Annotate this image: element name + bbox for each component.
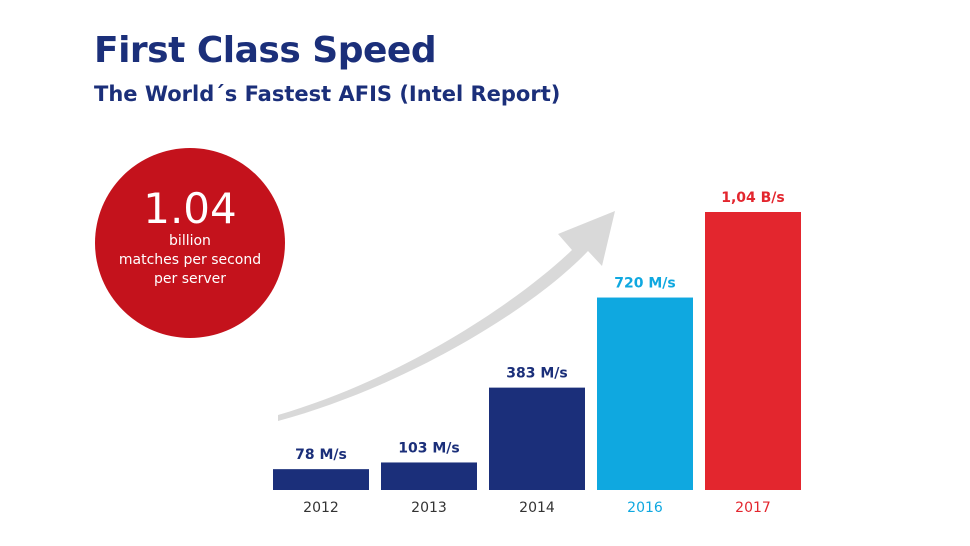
page-subtitle: The World´s Fastest AFIS (Intel Report) [94,82,561,106]
bar-2012 [273,469,369,490]
badge-line-2: matches per second [118,252,262,268]
value-label-2017: 1,04 B/s [721,190,785,206]
bar-2013 [381,462,477,490]
highlight-badge: 1.04 billion matches per second per serv… [95,148,285,338]
page-title: First Class Speed [94,30,437,71]
value-label-2014: 383 M/s [506,366,567,382]
category-label-2014: 2014 [519,500,555,516]
value-label-2016: 720 M/s [614,276,675,292]
badge-value: 1.04 [143,184,237,233]
category-label-2016: 2016 [627,500,663,516]
badge-line-1: billion [169,233,211,249]
bar-2016 [597,297,693,490]
badge-line-3: per server [153,271,227,287]
category-label-2013: 2013 [411,500,447,516]
bar-2017 [705,212,801,490]
value-label-2013: 103 M/s [398,440,459,456]
value-label-2012: 78 M/s [295,447,347,463]
bar-2014 [489,387,585,490]
category-label-2017: 2017 [735,500,771,516]
category-label-2012: 2012 [303,500,339,516]
trend-arrow [278,211,615,421]
